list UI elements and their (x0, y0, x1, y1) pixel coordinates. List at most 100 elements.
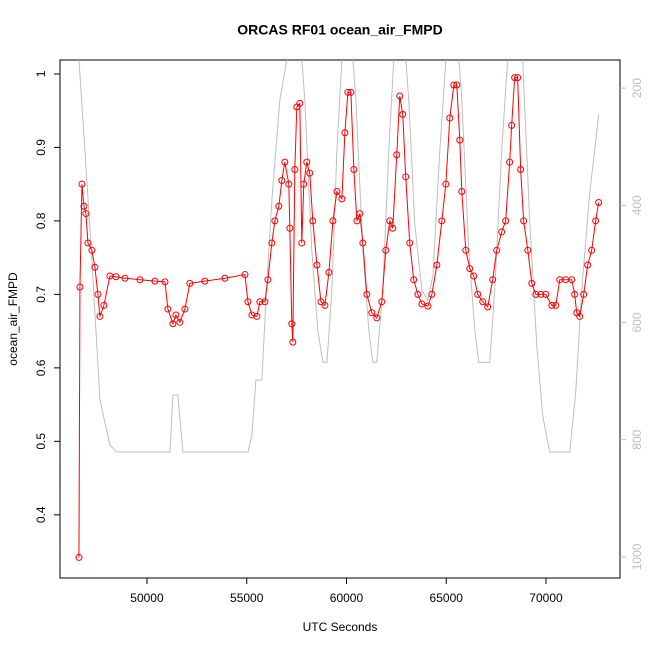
data-point (136, 276, 144, 284)
data-point (241, 271, 249, 279)
data-point (121, 274, 129, 282)
data-point (353, 217, 361, 225)
data-point (517, 165, 525, 173)
data-point (506, 158, 514, 166)
data-point (466, 265, 474, 273)
chart-title: ORCAS RF01 ocean_air_FMPD (237, 22, 442, 38)
data-point (446, 114, 454, 122)
data-point (275, 202, 283, 210)
plot-area (75, 60, 603, 561)
data-point (462, 246, 470, 254)
data-point (576, 312, 584, 320)
data-point (489, 276, 497, 284)
y2-tick-label: 400 (630, 195, 644, 215)
data-point (438, 217, 446, 225)
data-point (386, 217, 394, 225)
data-point (542, 290, 550, 298)
data-point (402, 173, 410, 181)
y-tick-label: 1 (34, 70, 48, 77)
data-point (296, 99, 304, 107)
data-point (268, 239, 276, 247)
series-line (78, 77, 600, 558)
data-point (350, 165, 358, 173)
data-point (389, 224, 397, 232)
x-tick-label: 50000 (130, 591, 164, 605)
data-point (94, 290, 102, 298)
data-point (456, 136, 464, 144)
data-point (453, 81, 461, 89)
data-point (172, 311, 180, 319)
data-point (406, 239, 414, 247)
data-point (313, 261, 321, 269)
data-point (368, 309, 376, 317)
data-point (82, 210, 90, 218)
data-point (333, 188, 341, 196)
series-line (78, 60, 600, 453)
data-point (571, 290, 579, 298)
data-point (458, 188, 466, 196)
data-point (286, 224, 294, 232)
data-point (584, 261, 592, 269)
data-point (289, 338, 297, 346)
x-tick-label: 55000 (230, 591, 264, 605)
data-point (396, 92, 404, 100)
data-point (248, 311, 256, 319)
y-axis-label: ocean_air_FMPD (6, 272, 20, 366)
data-point (321, 301, 329, 309)
data-point (393, 151, 401, 159)
data-point (88, 246, 96, 254)
data-point (181, 305, 189, 313)
data-point (76, 283, 84, 291)
data-point (424, 302, 432, 310)
data-point (164, 305, 172, 313)
data-point (317, 298, 325, 306)
data-point (186, 279, 194, 287)
data-point (261, 298, 269, 306)
data-point (338, 195, 346, 203)
data-point (253, 312, 261, 320)
data-point (201, 277, 209, 285)
data-point (256, 298, 264, 306)
data-point (341, 129, 349, 137)
y-tick-label: 0.9 (34, 139, 48, 156)
data-point (78, 180, 86, 188)
data-point (418, 300, 426, 308)
data-point (359, 239, 367, 247)
data-point (502, 217, 510, 225)
data-point (592, 217, 600, 225)
data-point (508, 121, 516, 129)
data-point (484, 303, 492, 311)
data-point (580, 290, 588, 298)
data-point (291, 165, 299, 173)
data-point (288, 320, 296, 328)
data-point (84, 239, 92, 247)
data-point (399, 110, 407, 118)
y-tick-label: 0.7 (34, 286, 48, 303)
data-point (414, 290, 422, 298)
data-point (511, 74, 519, 82)
data-point (329, 217, 337, 225)
data-point (588, 246, 596, 254)
x-axis-label: UTC Seconds (303, 620, 378, 634)
data-point (378, 298, 386, 306)
data-point (75, 553, 83, 561)
data-point (298, 239, 306, 247)
data-point (300, 180, 308, 188)
data-point (344, 88, 352, 96)
data-point (161, 278, 169, 286)
data-point (532, 290, 540, 298)
data-point (552, 301, 560, 309)
x-tick-label: 70000 (529, 591, 563, 605)
data-point (442, 180, 450, 188)
y2-tick-label: 200 (630, 78, 644, 98)
data-point (176, 318, 184, 326)
data-point (91, 263, 99, 271)
data-point (325, 268, 333, 276)
data-point (514, 74, 522, 82)
y2-tick-label: 800 (630, 429, 644, 449)
data-point (169, 320, 177, 328)
data-point (498, 228, 506, 236)
data-point (112, 273, 120, 281)
y2-tick-label: 600 (630, 312, 644, 332)
